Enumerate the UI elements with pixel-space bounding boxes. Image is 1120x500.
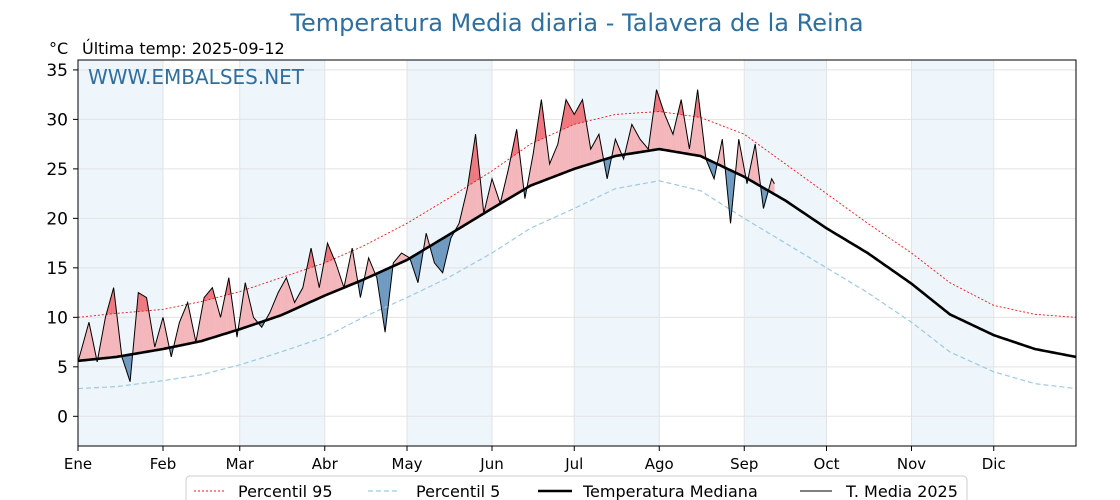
x-tick-label: Dic (982, 455, 1006, 473)
month-band-Jul (574, 60, 660, 446)
y-tick-label: 5 (57, 358, 68, 378)
y-tick-label: 15 (46, 259, 68, 279)
y-tick-label: 35 (46, 61, 68, 81)
y-tick-label: 0 (57, 407, 68, 427)
watermark-text: WWW.EMBALSES.NET (88, 65, 305, 89)
legend-label-p5: Percentil 5 (416, 482, 500, 500)
month-band-Nov (911, 60, 994, 446)
series-line-median (77, 147, 1077, 363)
plot-frame (77, 59, 1077, 447)
x-tick-label: Ago (645, 455, 674, 473)
legend-frame (185, 475, 968, 500)
y-tick-label: 25 (46, 160, 68, 180)
x-tick-label: Jul (564, 455, 583, 473)
legend: Percentil 95 Percentil 5 Temperatura Med… (185, 475, 968, 500)
last-temperature-date: Última temp: 2025-09-12 (82, 39, 285, 58)
y-tick-label: 20 (46, 209, 68, 229)
chart-title: Temperatura Media diaria - Talavera de l… (289, 9, 863, 37)
y-axis-unit: °C (49, 39, 68, 58)
x-tick-label: Nov (897, 455, 926, 473)
x-tick-label: Jun (479, 455, 503, 473)
series-line-p5 (77, 180, 1077, 390)
month-band-Ene (78, 60, 163, 446)
series-line-current (77, 89, 775, 382)
y-tick-label: 30 (46, 110, 68, 130)
legend-label-p95: Percentil 95 (238, 482, 333, 500)
x-tick-label: Oct (814, 455, 840, 473)
legend-label-current: T. Media 2025 (845, 482, 958, 500)
x-tick-label: Abr (312, 455, 339, 473)
x-tick-label: Sep (730, 455, 758, 473)
month-band-Sep (744, 60, 827, 446)
legend-label-median: Temperatura Mediana (582, 482, 758, 500)
y-tick-label: 10 (46, 308, 68, 328)
x-tick-label: Ene (64, 455, 92, 473)
x-tick-label: May (392, 455, 423, 473)
x-tick-label: Mar (226, 455, 255, 473)
x-tick-label: Feb (150, 455, 177, 473)
